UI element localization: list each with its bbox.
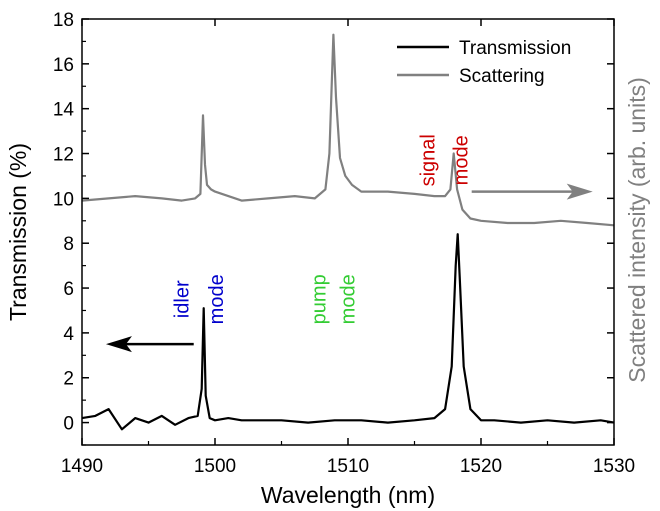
- annotation-mode: mode: [451, 135, 473, 185]
- arrow-head-left: [105, 336, 132, 353]
- ticks-layer: 1490 1500 1510 1520 1530 0 2 4 6 8 10 12 14 16 18: [53, 10, 635, 477]
- legend: Transmission Scattering: [397, 38, 571, 87]
- x-axis-label: Wavelength (nm): [261, 482, 435, 508]
- y-tick-label: 2: [63, 369, 74, 390]
- y-axis-label-left: Transmission (%): [5, 143, 31, 321]
- annotation-pump: pump: [308, 274, 330, 324]
- x-tick-label: 1490: [61, 456, 103, 477]
- y-tick-label: 10: [53, 189, 74, 210]
- annotation-mode: mode: [338, 274, 360, 324]
- x-tick-label: 1500: [194, 456, 236, 477]
- annotation-mode: mode: [206, 274, 228, 324]
- annotations-layer: idler mode pump mode signal mode: [105, 134, 593, 353]
- x-tick-label: 1530: [593, 456, 635, 477]
- annotation-idler: idler: [171, 280, 193, 318]
- y-tick-label: 16: [53, 55, 74, 76]
- series-line-scattering: [81, 33, 615, 227]
- y-tick-label: 18: [53, 10, 74, 31]
- legend-scattering-label: Scattering: [459, 66, 545, 87]
- y-tick-label: 14: [53, 100, 75, 121]
- y-tick-label: 8: [63, 234, 74, 255]
- x-tick-label: 1520: [460, 456, 502, 477]
- series-layer: [81, 33, 615, 431]
- arrow-head-right: [566, 183, 593, 200]
- y-tick-label: 6: [63, 279, 74, 300]
- annotation-signal: signal: [417, 134, 439, 186]
- y-axis-label-right: Scattered intensity (arb. units): [624, 77, 650, 383]
- x-tick-label: 1510: [327, 456, 369, 477]
- series-line-transmission: [81, 233, 615, 431]
- y-tick-label: 0: [63, 414, 74, 435]
- y-tick-label: 4: [63, 324, 74, 345]
- legend-transmission-label: Transmission: [459, 38, 571, 59]
- y-tick-label: 12: [53, 145, 74, 166]
